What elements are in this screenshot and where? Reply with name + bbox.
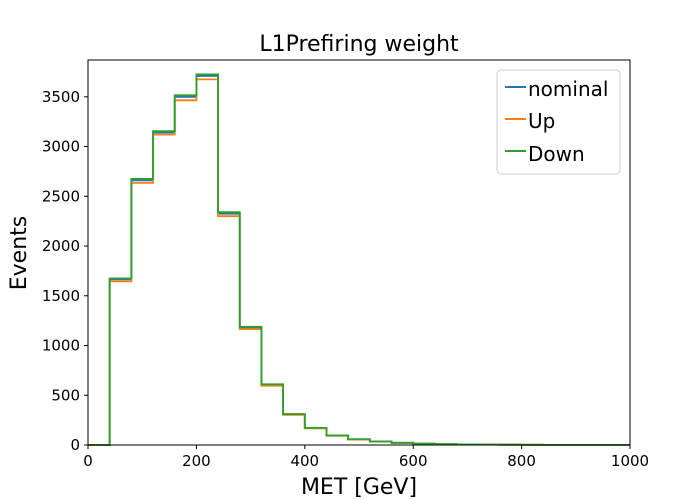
y-tick-label: 1500 [42, 287, 80, 305]
x-tick-label: 800 [507, 452, 536, 470]
y-tick-label: 3000 [42, 138, 80, 156]
y-tick-label: 500 [51, 386, 80, 404]
legend: nominal Up Down [496, 69, 621, 175]
x-axis: 0 200 400 600 800 1000 [83, 445, 649, 470]
y-tick-label: 2000 [42, 237, 80, 255]
y-axis: 0 500 1000 1500 2000 2500 3000 3500 [42, 88, 88, 454]
chart-title: L1Prefiring weight [259, 32, 459, 57]
legend-box [496, 69, 621, 175]
x-tick-label: 400 [290, 452, 319, 470]
y-tick-label: 3500 [42, 88, 80, 106]
x-tick-label: 0 [83, 452, 93, 470]
legend-label-nominal: nominal [528, 77, 608, 101]
x-tick-label: 600 [399, 452, 428, 470]
x-tick-label: 1000 [611, 452, 649, 470]
legend-label-up: Up [528, 109, 555, 133]
y-axis-label: Events [7, 216, 32, 291]
y-tick-label: 2500 [42, 187, 80, 205]
y-tick-label: 1000 [42, 337, 80, 355]
y-tick-label: 0 [70, 436, 80, 454]
x-tick-label: 200 [182, 452, 211, 470]
plot-frame [87, 59, 631, 446]
x-axis-label: MET [GeV] [301, 475, 417, 500]
legend-label-down: Down [528, 142, 585, 166]
